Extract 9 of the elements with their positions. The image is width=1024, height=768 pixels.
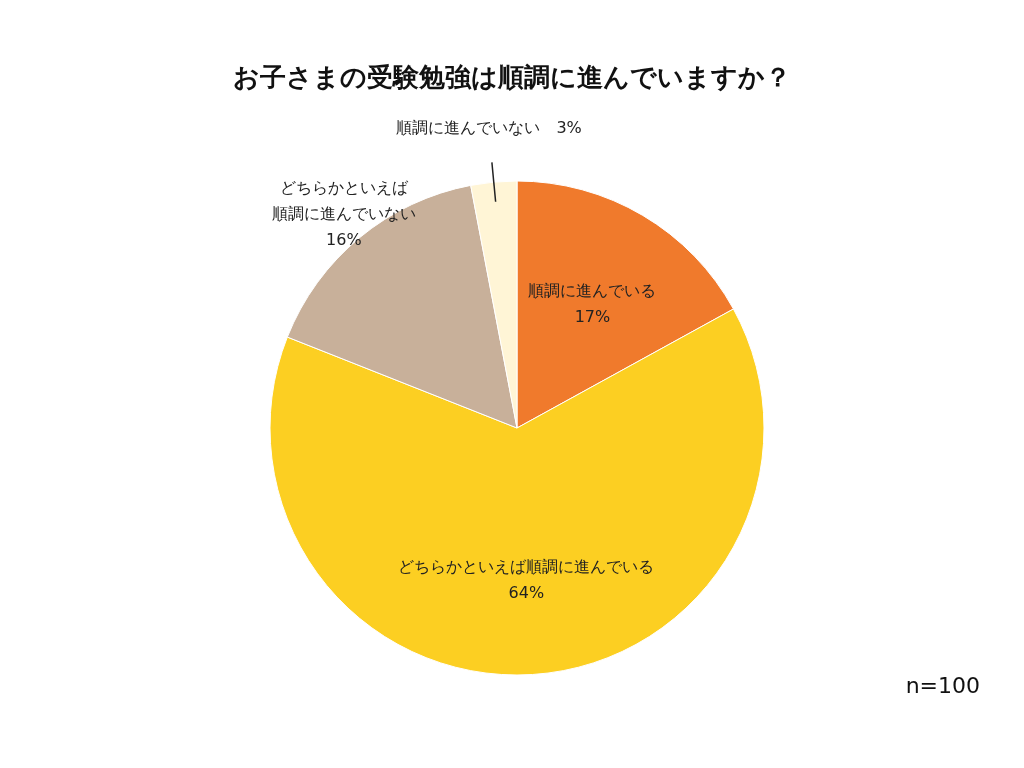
data-label: 16%: [326, 229, 362, 249]
data-label: 17%: [574, 307, 611, 327]
chart-title: お子さまの受験勉強は順調に進んでいますか？: [233, 62, 791, 92]
data-label: 64%: [508, 582, 545, 602]
slice-label: どちらかといえば順調に進んでいない: [271, 177, 416, 223]
slice-label: 順調に進んでいる: [528, 281, 657, 301]
text: n=100: [905, 673, 980, 698]
slice-label: どちらかといえば順調に進んでいる: [398, 556, 655, 576]
category-label: 順調に進んでいない 3%: [396, 117, 582, 137]
